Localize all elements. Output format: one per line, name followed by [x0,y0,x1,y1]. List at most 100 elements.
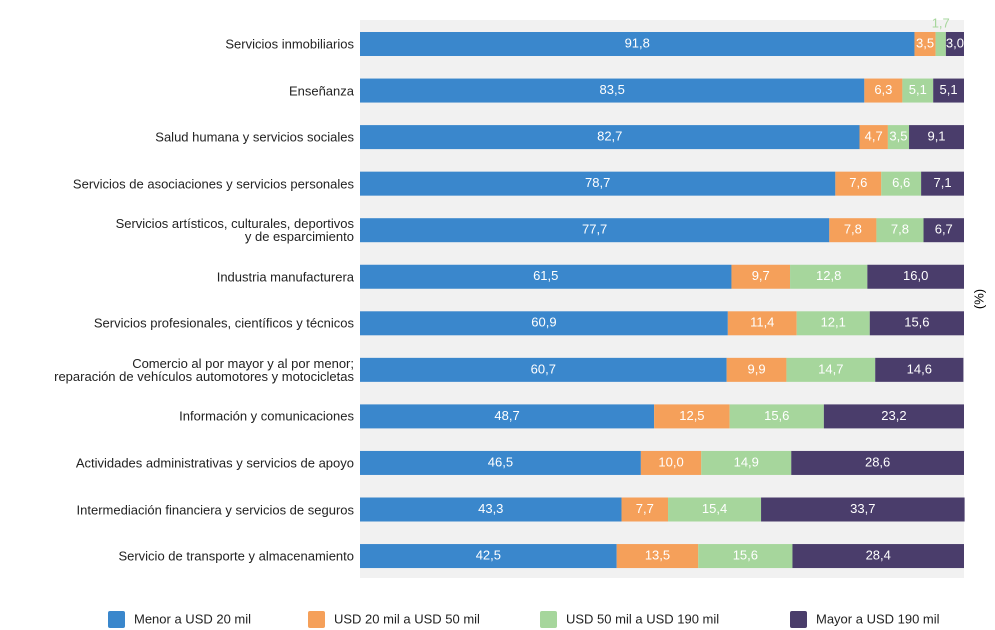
value-label: 4,7 [865,129,883,144]
value-label: 14,6 [907,361,932,376]
bar-segment [914,32,936,56]
value-label: 46,5 [488,454,513,469]
bar-segment [360,311,728,336]
value-label: 61,5 [533,268,558,283]
category-label: Actividades administrativas y servicios … [75,455,354,471]
bar-segment [887,125,910,150]
category-label: Servicios inmobiliarios [225,36,354,52]
bar-segment [360,32,915,56]
legend-swatch [540,611,557,628]
category-label: Salud humana y servicios sociales [155,129,354,145]
bar-segment [616,544,699,569]
legend-swatch [790,611,807,628]
category-label: Servicio de transporte y almacenamiento [118,548,354,564]
value-label: 12,1 [821,315,846,330]
legend-swatch [108,611,125,628]
bar-segment [360,450,641,475]
bar-segment [791,450,964,475]
value-label: 60,9 [531,315,556,330]
value-label: 5,1 [940,82,958,97]
bar-segment [731,264,791,289]
value-label: 7,1 [934,175,952,190]
category-label: Enseñanza [288,83,354,99]
value-label: 9,9 [747,361,765,376]
value-label: 7,6 [849,175,867,190]
bar-segment [640,450,702,475]
value-label: 7,8 [844,222,862,237]
bar-segment [360,171,836,196]
value-label: 77,7 [582,222,607,237]
legend-label: USD 50 mil a USD 190 mil [566,611,719,626]
value-label: 78,7 [585,175,610,190]
bar-segment [935,32,946,56]
value-label: 60,7 [531,361,556,376]
value-label: 3,5 [889,129,907,144]
value-label: 23,2 [881,408,906,423]
unit-label: (%) [971,289,986,309]
bar-segment [761,497,965,522]
bar-segment [360,404,655,429]
bar-segment [859,125,888,150]
bar-segment [796,311,870,336]
value-label: 15,6 [764,408,789,423]
value-label: 15,6 [904,315,929,330]
bar-segment [835,171,882,196]
category-label: Intermediación financiera y servicios de… [76,502,354,517]
plot-background [360,20,964,578]
value-label: 3,0 [946,35,964,50]
bar-segment [790,264,868,289]
category-label: Servicios de asociaciones y servicios pe… [72,176,354,192]
value-label: 28,4 [866,547,891,562]
value-label: 7,8 [891,222,909,237]
value-label: 1,7 [932,15,950,30]
bar-segment [881,171,922,196]
bar-segment [864,78,903,103]
value-label: 6,3 [874,82,892,97]
legend-label: Mayor a USD 190 mil [816,611,940,626]
value-label: 7,7 [636,501,654,516]
bar-segment [921,171,964,196]
bar-segment [726,357,787,382]
bar-segment [360,357,727,382]
bar-segment [945,32,964,56]
bar-segment [729,404,824,429]
bar-segment [923,218,964,243]
value-label: 14,7 [818,361,843,376]
value-label: 13,5 [645,547,670,562]
bar-segment [909,125,964,150]
bar-segment [360,78,865,103]
bar-segment [360,264,732,289]
legend-label: USD 20 mil a USD 50 mil [334,611,480,626]
value-label: 6,7 [935,222,953,237]
bar-segment [823,404,964,429]
value-label: 10,0 [658,454,683,469]
bar-segment [360,544,617,569]
value-label: 91,8 [625,35,650,50]
value-label: 82,7 [597,129,622,144]
bar-segment [360,497,622,522]
value-label: 83,5 [600,82,625,97]
value-label: 42,5 [476,547,501,562]
bar-segment [869,311,964,336]
bar-segment [360,218,830,243]
bar-segment [829,218,877,243]
value-label: 48,7 [494,408,519,423]
bar-segment [727,311,797,336]
value-label: 14,9 [734,454,759,469]
bar-segment [360,125,860,150]
category-label: Servicios artísticos, culturales, deport… [115,216,354,245]
category-label: Industria manufacturera [216,269,354,285]
value-label: 16,0 [903,268,928,283]
bar-segment [654,404,730,429]
value-label: 6,6 [892,175,910,190]
bar-segment [701,450,792,475]
value-label: 5,1 [909,82,927,97]
legend-swatch [308,611,325,628]
category-label: Comercio al por mayor y al por menor; re… [54,355,354,384]
bar-segment [792,544,964,569]
value-label: 33,7 [850,501,875,516]
value-label: 9,7 [752,268,770,283]
bar-segment [621,497,669,522]
